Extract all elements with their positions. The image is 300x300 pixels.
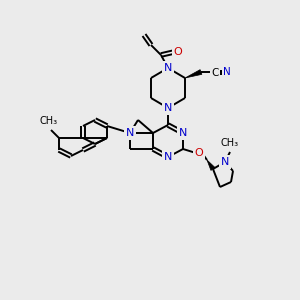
- Text: CH₃: CH₃: [221, 138, 239, 148]
- Text: N: N: [223, 67, 231, 77]
- Text: N: N: [179, 128, 187, 138]
- Polygon shape: [185, 70, 202, 78]
- Text: N: N: [164, 63, 172, 73]
- Text: O: O: [195, 148, 203, 158]
- Text: C: C: [211, 68, 219, 78]
- Text: N: N: [164, 103, 172, 113]
- Text: N: N: [221, 157, 229, 167]
- Text: N: N: [164, 152, 172, 162]
- Text: CH₃: CH₃: [40, 116, 58, 126]
- Text: O: O: [174, 47, 182, 57]
- Polygon shape: [207, 160, 215, 170]
- Text: N: N: [126, 128, 134, 138]
